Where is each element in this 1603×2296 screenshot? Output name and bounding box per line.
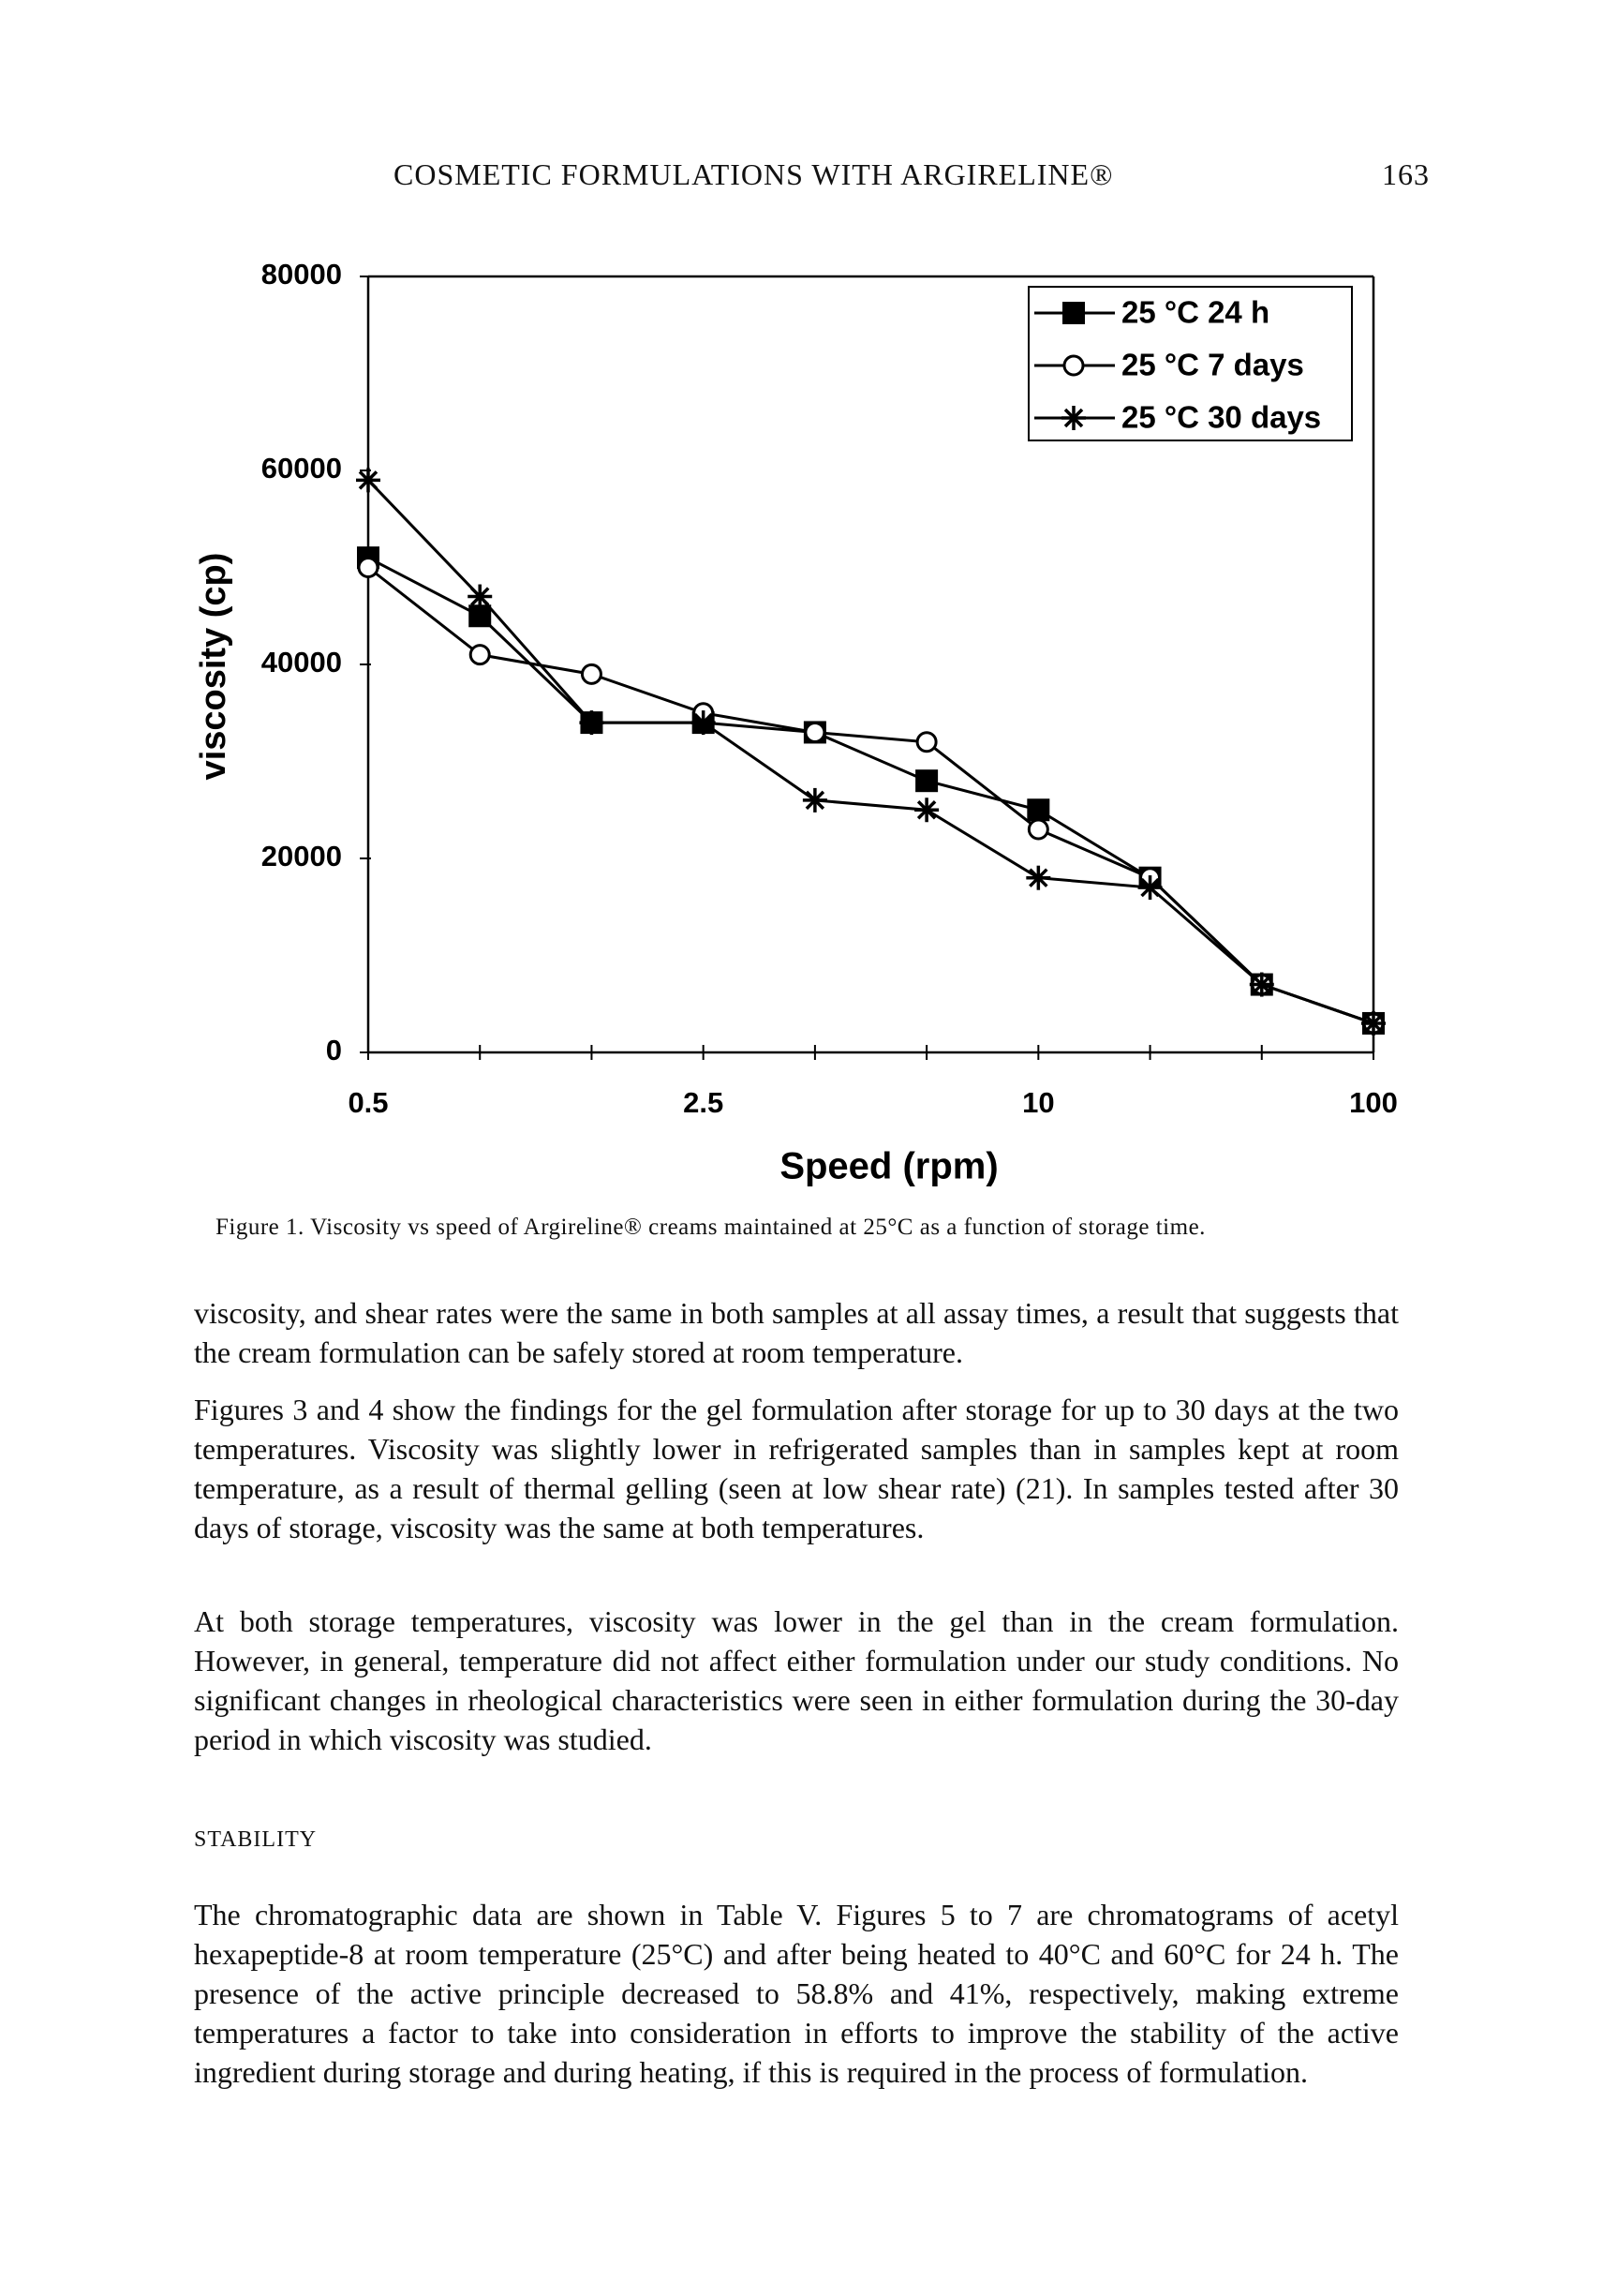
marker-circle [1027, 818, 1049, 841]
y-tick-label: 80000 [261, 258, 342, 291]
legend-marker [1062, 354, 1085, 377]
series-line [367, 556, 1374, 1025]
marker-asterisk [468, 584, 493, 609]
marker-circle [915, 731, 938, 753]
legend-marker [1062, 302, 1085, 324]
asterisk-stroke [1063, 408, 1084, 428]
y-axis-title: viscosity (cp) [194, 553, 233, 781]
running-header: COSMETIC FORMULATIONS WITH ARGIRELINE® [393, 157, 1114, 191]
asterisk-stroke [1252, 975, 1272, 994]
asterisk-stroke [358, 470, 378, 490]
legend-label: 25 °C 7 days [1121, 348, 1304, 382]
marker-circle [804, 721, 826, 743]
y-tick-label: 40000 [261, 646, 342, 678]
asterisk-stroke [582, 712, 601, 733]
marker-circle [468, 644, 491, 666]
paragraph: Figures 3 and 4 show the findings for th… [194, 1393, 1399, 1544]
caption-text: Viscosity vs speed of Argireline® creams… [310, 1215, 1206, 1240]
x-tick-label: 100 [1349, 1086, 1398, 1119]
marker-square [915, 769, 939, 793]
legend-label: 25 °C 30 days [1121, 400, 1321, 435]
asterisk-stroke [916, 800, 937, 820]
x-tick-label: 0.5 [348, 1086, 388, 1119]
x-tick-label: 2.5 [683, 1086, 723, 1119]
page-number: 163 [1382, 157, 1430, 191]
asterisk-stroke [1029, 868, 1048, 887]
chart: Speed (rpm) viscosity (cp) 0 20000 40000 60… [194, 258, 1398, 1187]
asterisk-stroke [693, 712, 713, 733]
marker-circle [580, 663, 602, 685]
marker-asterisk [690, 710, 716, 736]
marker-asterisk [356, 468, 380, 493]
y-tick-label: 0 [326, 1034, 342, 1066]
asterisk-stroke [1363, 1013, 1384, 1034]
x-tick-label: 10 [1022, 1086, 1054, 1119]
marker-asterisk [1026, 865, 1051, 890]
series-line [366, 479, 1374, 1025]
asterisk-stroke [1140, 877, 1160, 898]
marker-asterisk [1137, 875, 1163, 901]
legend-label: 25 °C 24 h [1121, 295, 1269, 330]
y-tick-label: 20000 [261, 840, 342, 872]
legend-marker [1061, 406, 1086, 430]
marker-square [1027, 798, 1050, 822]
asterisk-stroke [469, 587, 490, 606]
marker-asterisk [914, 798, 940, 823]
asterisk-stroke [805, 790, 825, 811]
series-line [367, 566, 1374, 1025]
figure-caption: Figure 1. Viscosity vs speed of Argireli… [215, 1215, 1206, 1241]
marker-asterisk [1249, 972, 1274, 997]
marker-asterisk [1361, 1010, 1386, 1036]
paragraph: At both storage temperatures, viscosity … [194, 1604, 1399, 1756]
section-heading: STABILITY [194, 1827, 318, 1852]
marker-circle [357, 557, 379, 578]
paragraph: The chromatographic data are shown in Ta… [194, 1898, 1399, 2089]
caption-label: Figure 1. [215, 1215, 304, 1240]
y-tick-label: 60000 [261, 452, 342, 485]
marker-asterisk [802, 787, 827, 813]
paragraph: viscosity, and shear rates were the same… [194, 1296, 1399, 1369]
marker-asterisk [579, 710, 604, 736]
x-axis-title: Speed (rpm) [779, 1146, 998, 1187]
